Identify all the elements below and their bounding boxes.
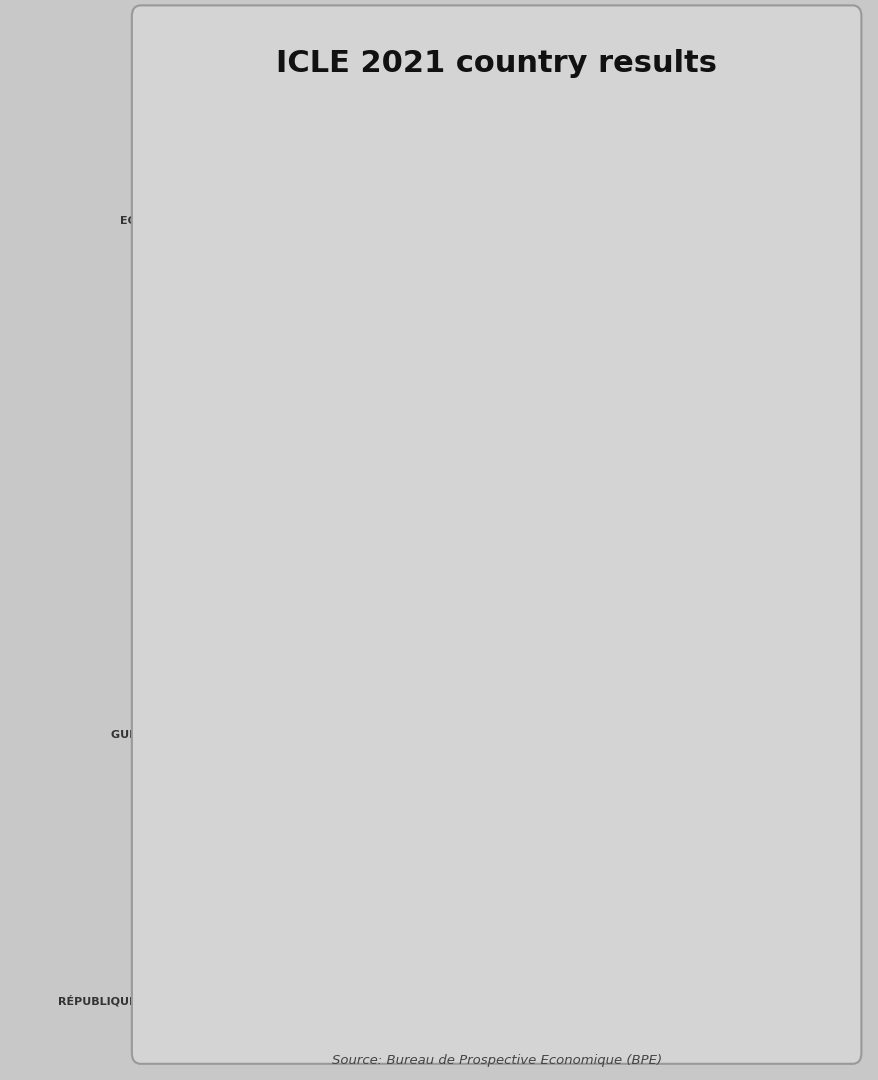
- Text: 0.627: 0.627: [665, 173, 695, 183]
- Text: 0.664: 0.664: [688, 132, 719, 141]
- Bar: [255, 971, 355, 987]
- Text: 0.371: 0.371: [497, 522, 528, 532]
- Bar: [255, 930, 425, 946]
- Bar: [255, 293, 565, 310]
- Text: 0.311: 0.311: [458, 748, 489, 758]
- Text: 0.649: 0.649: [679, 152, 709, 162]
- Text: 0.457: 0.457: [553, 316, 584, 326]
- Text: 0.261: 0.261: [425, 933, 456, 943]
- Bar: [255, 991, 351, 1008]
- Text: 0.298: 0.298: [450, 810, 480, 820]
- Bar: [255, 744, 458, 761]
- Bar: [255, 395, 518, 413]
- Bar: [255, 909, 435, 926]
- Bar: [255, 703, 463, 720]
- Text: 0.713: 0.713: [721, 91, 752, 100]
- Text: 0.334: 0.334: [473, 604, 504, 615]
- FancyBboxPatch shape: [132, 5, 860, 1064]
- Bar: [255, 662, 469, 679]
- Bar: [255, 313, 553, 330]
- Bar: [255, 950, 376, 967]
- Text: 0.556: 0.556: [618, 234, 649, 244]
- Bar: [255, 87, 721, 104]
- Text: 0.305: 0.305: [454, 769, 485, 779]
- Text: 0.479: 0.479: [568, 275, 599, 285]
- Bar: [255, 416, 515, 433]
- Bar: [255, 272, 568, 289]
- Bar: [255, 231, 618, 247]
- Bar: [255, 457, 513, 474]
- Bar: [255, 848, 443, 864]
- Bar: [255, 190, 641, 206]
- Text: 0.591: 0.591: [641, 193, 672, 203]
- Bar: [255, 518, 497, 536]
- Text: 0.395: 0.395: [513, 460, 543, 471]
- Bar: [255, 539, 493, 556]
- Text: ICLE 2021 country results: ICLE 2021 country results: [276, 49, 716, 78]
- Text: 0.341: 0.341: [478, 563, 508, 573]
- Text: 0.303: 0.303: [453, 789, 484, 799]
- Text: 0.567: 0.567: [625, 214, 656, 224]
- Text: 0.276: 0.276: [435, 892, 465, 902]
- Text: 0.810: 0.810: [784, 70, 815, 80]
- Text: 0.287: 0.287: [443, 851, 473, 861]
- Bar: [255, 621, 471, 638]
- Text: 0.335: 0.335: [473, 583, 504, 594]
- Bar: [255, 827, 448, 843]
- Text: 0.386: 0.386: [507, 481, 537, 491]
- Bar: [255, 724, 461, 741]
- Bar: [255, 375, 524, 392]
- Bar: [255, 170, 665, 186]
- Bar: [255, 580, 473, 597]
- Text: 0.296: 0.296: [448, 831, 479, 840]
- Text: 0.412: 0.412: [524, 378, 555, 388]
- Bar: [255, 785, 453, 802]
- Bar: [255, 334, 527, 351]
- Bar: [255, 211, 625, 227]
- Text: 0.416: 0.416: [527, 337, 558, 347]
- Bar: [255, 129, 688, 145]
- Text: 0.365: 0.365: [493, 542, 524, 553]
- Bar: [255, 252, 587, 269]
- Text: 0.329: 0.329: [470, 645, 500, 656]
- Text: 0.713: 0.713: [721, 111, 752, 121]
- Text: 0.399: 0.399: [515, 419, 546, 430]
- Text: 0.328: 0.328: [469, 666, 500, 676]
- Text: 0.275: 0.275: [435, 913, 465, 922]
- Text: 0.331: 0.331: [471, 624, 501, 635]
- Text: 0.325: 0.325: [467, 687, 498, 697]
- Bar: [255, 600, 473, 618]
- Text: 0.318: 0.318: [463, 707, 493, 717]
- Bar: [255, 108, 721, 124]
- Bar: [255, 889, 435, 905]
- Bar: [255, 559, 478, 577]
- Bar: [255, 683, 467, 700]
- Bar: [255, 806, 450, 823]
- Bar: [255, 477, 507, 495]
- Bar: [255, 498, 504, 515]
- Text: 0.285: 0.285: [441, 872, 471, 881]
- Bar: [255, 67, 784, 83]
- Bar: [255, 436, 515, 454]
- Text: 0.508: 0.508: [587, 255, 617, 265]
- Text: 0.398: 0.398: [515, 440, 545, 450]
- Text: 0.382: 0.382: [504, 501, 536, 512]
- Bar: [255, 354, 526, 372]
- Text: Source: Bureau de Prospective Economique (BPE): Source: Bureau de Prospective Economique…: [331, 1054, 661, 1067]
- Text: 0.316: 0.316: [461, 728, 492, 738]
- Text: 0.475: 0.475: [565, 296, 596, 306]
- Text: 0.186: 0.186: [376, 954, 407, 963]
- Bar: [255, 642, 470, 659]
- Bar: [255, 765, 454, 782]
- Bar: [255, 868, 441, 885]
- Text: 0.153: 0.153: [355, 974, 385, 984]
- Text: 0.403: 0.403: [518, 399, 549, 408]
- Text: 0.148: 0.148: [351, 995, 382, 1004]
- Bar: [255, 149, 679, 165]
- Text: 0.415: 0.415: [526, 357, 557, 367]
